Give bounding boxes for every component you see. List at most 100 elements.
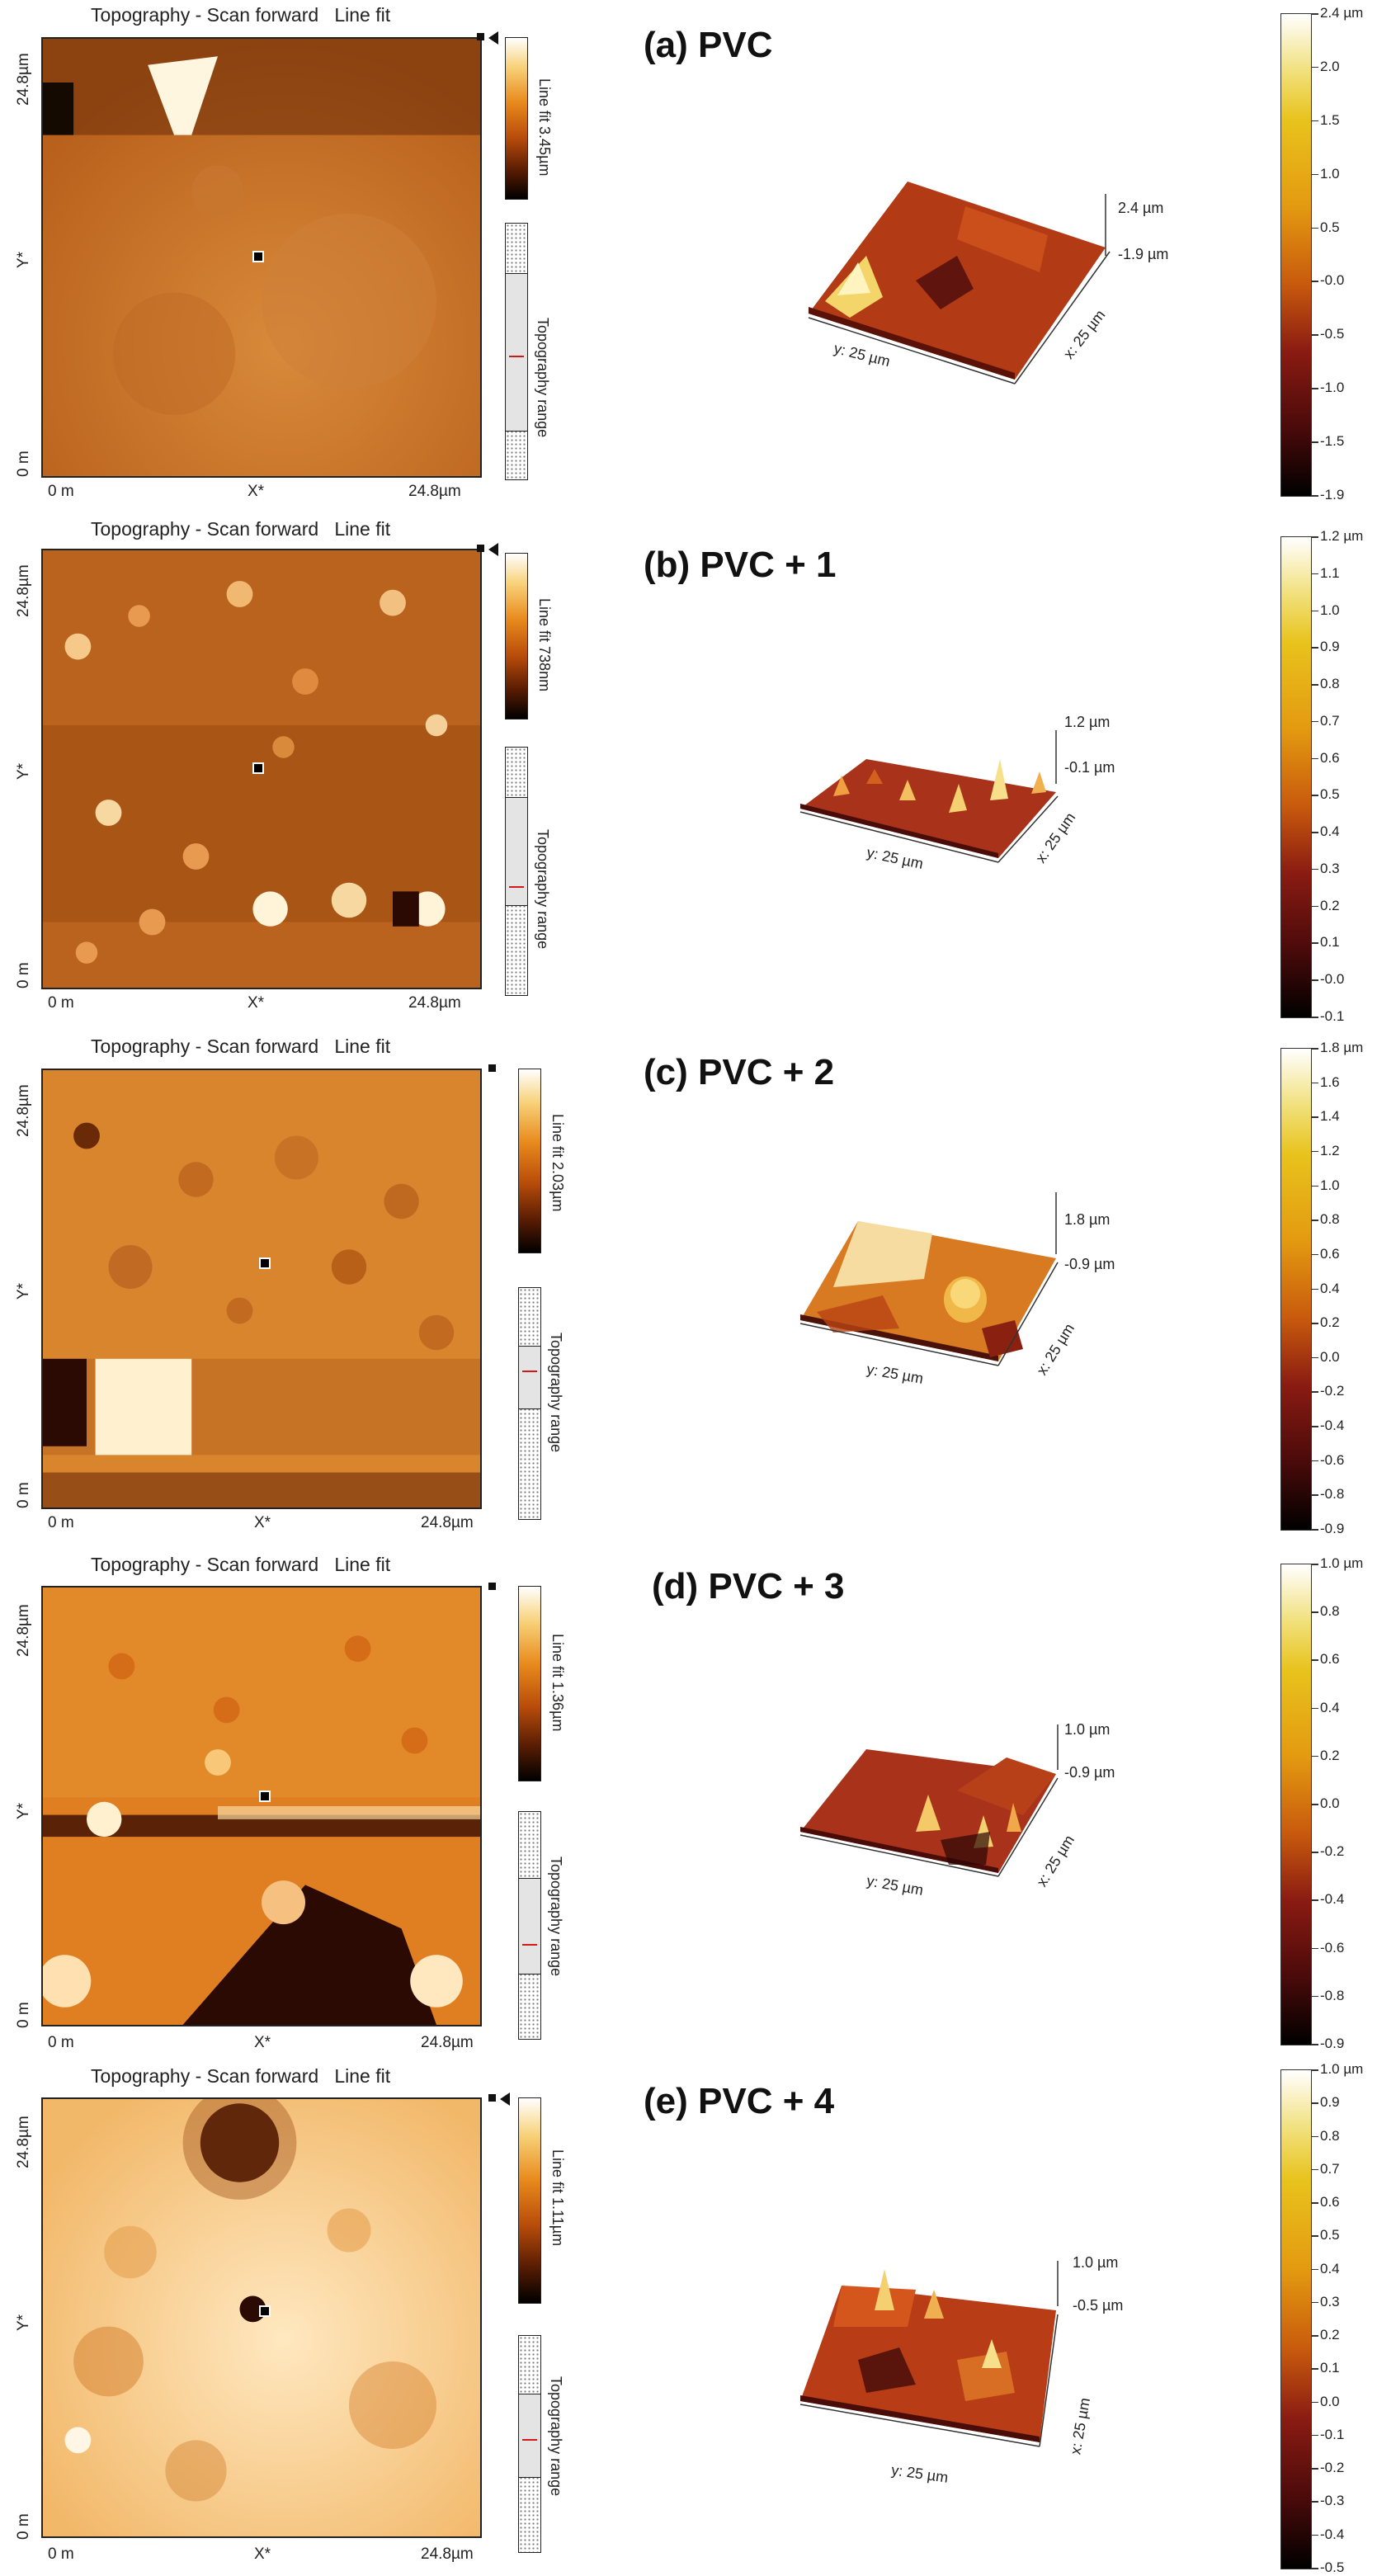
colorbar-tick-label: -0.2 [1320, 1843, 1345, 1860]
colorbar-tick-label: 1.6 [1320, 1073, 1340, 1090]
corner-tick [488, 2094, 496, 2102]
scan-title: Topography - Scan forward Line fit [91, 4, 391, 26]
line-fit-scale-bar [518, 2097, 541, 2304]
y-axis-mid-label: Y* [15, 1282, 32, 1300]
colorbar-tick [1312, 441, 1318, 443]
colorbar-tick-label: 1.0 [1320, 602, 1340, 618]
colorbar-tick [1312, 2235, 1318, 2237]
corner-tick [488, 1064, 496, 1072]
scan-title: Topography - Scan forward Line fit [91, 1554, 391, 1575]
colorbar-tick [1312, 2102, 1318, 2104]
colorbar-tick-label: -0.1 [1320, 2426, 1345, 2442]
colorbar-tick [1312, 1852, 1318, 1853]
colorbar-tick [1312, 2268, 1318, 2271]
range-arrow-icon [488, 543, 498, 556]
colorbar-tick-label: 1.5 [1320, 111, 1340, 128]
topography-image [41, 1069, 482, 1509]
colorbar-tick [1312, 13, 1318, 15]
x-axis-right-label: 24.8µm [421, 1514, 474, 1531]
z-top-label: 1.0 µm [1064, 1721, 1111, 1738]
x-axis-left-label: 0 m [48, 1514, 74, 1531]
colorbar-tick-label: -1.0 [1320, 380, 1345, 396]
colorbar-tick-label: 0.1 [1320, 2360, 1340, 2376]
colorbar-tick-label: 0.9 [1320, 2094, 1340, 2111]
colorbar-tick [1312, 173, 1318, 176]
topography-range-box [505, 223, 528, 480]
line-fit-scale-bar [505, 553, 528, 719]
colorbar-tick-label: 1.2 µm [1320, 528, 1364, 544]
y-axis-mid-label: Y* [15, 762, 32, 780]
colorbar-tick [1312, 2069, 1318, 2071]
colorbar-tick [1312, 1323, 1318, 1324]
afm-panel-b: Topography - Scan forward Line fit 24.8µ… [0, 512, 1377, 1024]
colorbar-tick-label: -1.5 [1320, 433, 1345, 450]
colorbar-tick-label: 0.5 [1320, 786, 1340, 803]
colorbar-tick-label: 0.7 [1320, 2160, 1340, 2177]
colorbar-tick-label: -0.0 [1320, 272, 1345, 289]
line-fit-scale-bar [518, 1069, 541, 1253]
colorbar-tick-label: -1.9 [1320, 487, 1345, 502]
x-axis-right-label: 24.8µm [408, 483, 461, 500]
y-axis-bottom-label: 0 m [15, 2002, 32, 2028]
colorbar [1280, 2069, 1312, 2569]
colorbar-tick [1312, 536, 1318, 538]
colorbar-tick [1312, 720, 1318, 723]
center-marker [252, 762, 264, 774]
topography-range-box [518, 1287, 541, 1520]
colorbar-tick-label: -0.9 [1320, 1521, 1345, 1536]
colorbar-tick-label: 0.5 [1320, 219, 1340, 235]
colorbar-tick [1312, 1185, 1318, 1187]
colorbar-tick-label: 0.0 [1320, 1795, 1340, 1811]
topography-range-box [505, 747, 528, 996]
colorbar-tick-label: 1.0 µm [1320, 2061, 1364, 2077]
colorbar-tick [1312, 2335, 1318, 2337]
colorbar-tick [1312, 2044, 1318, 2045]
colorbar-tick [1312, 2501, 1318, 2503]
colorbar-tick [1312, 1755, 1318, 1757]
scan-title: Topography - Scan forward Line fit [91, 1036, 391, 1057]
colorbar-tick-label: 0.8 [1320, 1211, 1340, 1228]
colorbar-tick [1312, 1116, 1318, 1118]
colorbar-tick [1312, 1564, 1318, 1565]
center-marker [259, 1790, 271, 1802]
colorbar-tick [1312, 495, 1318, 497]
colorbar-tick [1312, 1220, 1318, 1221]
colorbar-tick-label: -0.6 [1320, 1939, 1345, 1956]
range-arrow-icon [500, 2092, 510, 2106]
y-axis-top-label: 24.8µm [15, 564, 32, 617]
surface-3d-plot [799, 1724, 1059, 1877]
colorbar-tick-label: 1.2 [1320, 1142, 1340, 1158]
colorbar-tick [1312, 227, 1318, 229]
colorbar-tick-label: 0.3 [1320, 860, 1340, 876]
colorbar-tick [1312, 2401, 1318, 2404]
afm-panel-a: Topography - Scan forward Line fit 24.8µ… [0, 0, 1377, 503]
line-fit-scale-bar [518, 1586, 541, 1781]
colorbar-tick-label: 0.9 [1320, 639, 1340, 655]
afm-panel-e: Topography - Scan forward Line fit 24.8µ… [0, 2061, 1377, 2575]
colorbar-tick-label: 0.6 [1320, 1651, 1340, 1668]
x-axis-left-label: 0 m [48, 994, 74, 1012]
x-axis-right-label: 24.8µm [408, 994, 461, 1012]
y-axis-bottom-label: 0 m [15, 2513, 32, 2540]
colorbar-tick [1312, 610, 1318, 612]
scan-title: Topography - Scan forward Line fit [91, 2065, 391, 2087]
colorbar-tick [1312, 1150, 1318, 1153]
colorbar-tick-label: 0.4 [1320, 823, 1340, 840]
colorbar-tick-label: -0.3 [1320, 2493, 1345, 2509]
corner-tick [488, 1583, 496, 1590]
colorbar-tick [1312, 2301, 1318, 2304]
colorbar-tick [1312, 1804, 1318, 1805]
surface-3d-plot [799, 2261, 1059, 2447]
colorbar-tick [1312, 905, 1318, 908]
center-marker [259, 2305, 271, 2317]
colorbar-tick-label: 0.2 [1320, 2327, 1340, 2343]
y-axis-top-label: 24.8µm [15, 1604, 32, 1657]
panel-label: (d) PVC + 3 [652, 1566, 845, 1606]
colorbar-tick [1312, 1659, 1318, 1661]
colorbar-tick [1312, 979, 1318, 981]
colorbar-tick-label: 0.7 [1320, 712, 1340, 729]
range-label: Topography range [548, 1333, 564, 1453]
colorbar-tick-label: 1.0 µm [1320, 1555, 1364, 1571]
z-bottom-label: -0.1 µm [1064, 759, 1115, 776]
y-axis-top-label: 24.8µm [15, 1084, 32, 1137]
